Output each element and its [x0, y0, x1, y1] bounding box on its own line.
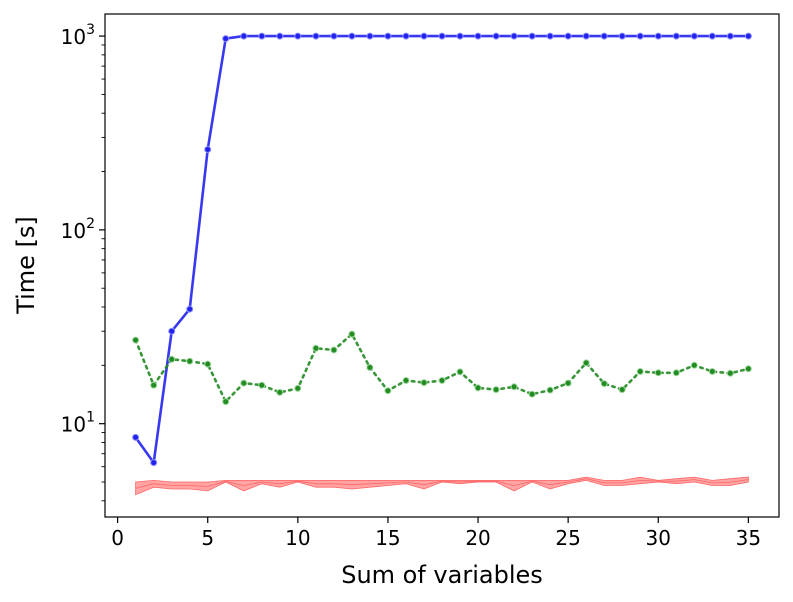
x-tick-label: 5	[201, 526, 214, 550]
data-point	[366, 32, 374, 40]
data-point	[384, 387, 392, 395]
data-point	[546, 386, 554, 394]
data-point	[168, 327, 176, 335]
band-area	[135, 476, 749, 496]
data-point	[330, 32, 338, 40]
data-point	[222, 35, 230, 43]
data-point	[600, 32, 608, 40]
data-point	[510, 32, 518, 40]
data-point	[186, 305, 194, 313]
data-point	[564, 379, 572, 387]
data-point	[348, 32, 356, 40]
plot-area	[132, 32, 752, 496]
x-axis: 0 5 10 15 20 25 30 35	[111, 517, 761, 550]
band-line	[135, 478, 749, 489]
x-axis-label: Sum of variables	[341, 561, 543, 589]
data-point	[456, 32, 464, 40]
data-point	[636, 32, 644, 40]
data-point	[276, 32, 284, 40]
data-point	[474, 384, 482, 392]
data-point	[528, 390, 536, 398]
y-axis-label: Time [s]	[12, 216, 40, 315]
data-point	[582, 359, 590, 367]
data-point	[276, 388, 284, 396]
data-point	[420, 379, 428, 387]
data-point	[312, 32, 320, 40]
data-point	[726, 32, 734, 40]
x-tick-label: 20	[465, 526, 490, 550]
y-tick-label: 101	[61, 410, 95, 437]
data-point	[366, 364, 374, 371]
data-point	[618, 386, 626, 394]
data-point	[132, 433, 140, 441]
x-tick-label: 10	[285, 526, 310, 550]
data-point	[492, 32, 500, 40]
data-point	[294, 384, 302, 392]
data-point	[132, 336, 140, 344]
x-tick-label: 30	[646, 526, 671, 550]
y-tick-label: 103	[61, 22, 95, 49]
data-point	[708, 368, 716, 375]
x-tick-label: 35	[736, 526, 761, 550]
data-point	[672, 369, 680, 377]
data-point	[744, 365, 752, 373]
data-point	[258, 381, 266, 389]
data-point	[150, 459, 158, 467]
data-point	[654, 369, 662, 377]
data-point	[240, 379, 248, 387]
data-point	[204, 360, 212, 368]
data-point	[402, 32, 410, 40]
data-point	[348, 330, 356, 338]
x-tick-label: 25	[555, 526, 580, 550]
data-point	[546, 32, 554, 40]
data-point	[384, 32, 392, 40]
data-point	[600, 380, 608, 388]
data-point	[744, 32, 752, 40]
data-point	[510, 383, 518, 391]
data-point	[168, 355, 176, 363]
axes-frame	[104, 13, 780, 518]
x-tick-label: 0	[111, 526, 124, 550]
data-point	[222, 398, 230, 406]
data-point	[690, 361, 698, 369]
data-point	[294, 32, 302, 40]
x-tick-label: 15	[375, 526, 400, 550]
data-point	[690, 32, 698, 40]
data-point	[438, 377, 446, 384]
data-point	[636, 368, 644, 375]
data-point	[456, 368, 464, 376]
data-point	[204, 146, 212, 153]
data-point	[618, 32, 626, 40]
data-point	[330, 346, 338, 354]
data-point	[582, 32, 590, 40]
data-point	[258, 32, 266, 40]
data-point	[312, 344, 320, 352]
data-point	[564, 32, 572, 40]
data-point	[474, 32, 482, 40]
y-axis: 101 102 103	[61, 22, 105, 502]
data-point	[654, 32, 662, 40]
data-point	[402, 377, 410, 384]
data-point	[240, 32, 248, 40]
y-tick-label: 102	[61, 216, 95, 243]
data-point	[420, 32, 428, 40]
data-point	[528, 32, 536, 40]
data-point	[492, 386, 500, 394]
data-point	[186, 357, 194, 365]
data-point	[708, 32, 716, 40]
data-point	[150, 381, 158, 389]
series-line-dotted	[134, 332, 750, 403]
data-point	[726, 369, 734, 377]
data-point	[672, 32, 680, 40]
data-point	[438, 32, 446, 40]
